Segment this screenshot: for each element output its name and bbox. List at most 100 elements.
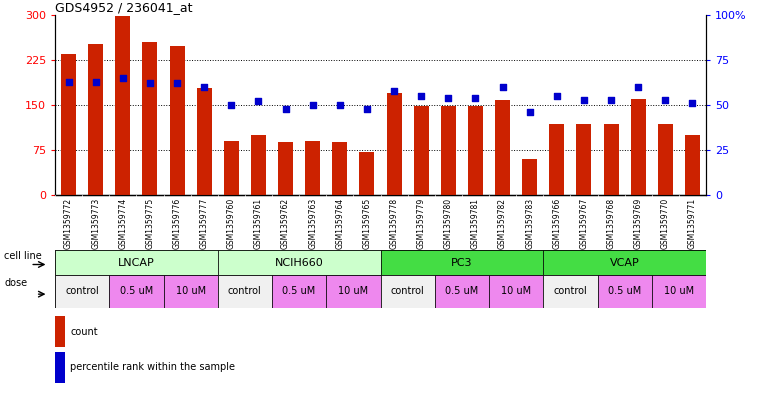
Bar bbox=[495, 100, 510, 195]
Bar bbox=[359, 152, 374, 195]
Bar bbox=[380, 250, 543, 275]
Point bbox=[307, 102, 319, 108]
Bar bbox=[597, 275, 651, 308]
Text: GSM1359760: GSM1359760 bbox=[227, 198, 236, 249]
Text: 10 uM: 10 uM bbox=[501, 286, 531, 296]
Bar bbox=[55, 316, 65, 347]
Point bbox=[62, 79, 75, 85]
Text: GSM1359769: GSM1359769 bbox=[634, 198, 643, 249]
Bar bbox=[577, 124, 591, 195]
Text: 10 uM: 10 uM bbox=[339, 286, 368, 296]
Bar bbox=[278, 142, 293, 195]
Text: GSM1359770: GSM1359770 bbox=[661, 198, 670, 249]
Text: control: control bbox=[65, 286, 99, 296]
Bar bbox=[224, 141, 239, 195]
Bar bbox=[116, 16, 130, 195]
Text: GSM1359780: GSM1359780 bbox=[444, 198, 453, 249]
Bar bbox=[170, 46, 184, 195]
Text: GSM1359772: GSM1359772 bbox=[64, 198, 73, 249]
Text: 0.5 uM: 0.5 uM bbox=[608, 286, 642, 296]
Bar bbox=[435, 275, 489, 308]
Bar bbox=[414, 106, 428, 195]
Text: GSM1359771: GSM1359771 bbox=[688, 198, 697, 249]
Text: GSM1359777: GSM1359777 bbox=[199, 198, 209, 249]
Text: GSM1359783: GSM1359783 bbox=[525, 198, 534, 249]
Text: GSM1359768: GSM1359768 bbox=[607, 198, 616, 249]
Text: GSM1359778: GSM1359778 bbox=[390, 198, 399, 249]
Text: PC3: PC3 bbox=[451, 257, 473, 268]
Text: dose: dose bbox=[5, 278, 27, 288]
Bar bbox=[55, 275, 110, 308]
Bar bbox=[489, 275, 543, 308]
Point bbox=[415, 93, 427, 99]
Point bbox=[253, 98, 265, 105]
Bar bbox=[218, 250, 380, 275]
Point bbox=[198, 84, 210, 90]
Text: GSM1359779: GSM1359779 bbox=[417, 198, 425, 249]
Text: NCIH660: NCIH660 bbox=[275, 257, 323, 268]
Bar bbox=[651, 275, 706, 308]
Text: GSM1359765: GSM1359765 bbox=[362, 198, 371, 249]
Bar bbox=[468, 106, 483, 195]
Bar bbox=[305, 141, 320, 195]
Text: control: control bbox=[228, 286, 262, 296]
Point bbox=[361, 105, 373, 112]
Text: GSM1359762: GSM1359762 bbox=[281, 198, 290, 249]
Text: LNCAP: LNCAP bbox=[118, 257, 154, 268]
Bar bbox=[380, 275, 435, 308]
Bar bbox=[142, 42, 158, 195]
Point bbox=[90, 79, 102, 85]
Text: cell line: cell line bbox=[5, 251, 42, 261]
Bar bbox=[55, 352, 65, 382]
Bar bbox=[522, 159, 537, 195]
Text: 10 uM: 10 uM bbox=[664, 286, 694, 296]
Text: count: count bbox=[70, 327, 98, 336]
Text: GSM1359764: GSM1359764 bbox=[336, 198, 344, 249]
Point bbox=[225, 102, 237, 108]
Bar bbox=[55, 250, 218, 275]
Bar bbox=[603, 124, 619, 195]
Point bbox=[578, 96, 590, 103]
Text: GSM1359763: GSM1359763 bbox=[308, 198, 317, 249]
Point bbox=[442, 95, 454, 101]
Bar bbox=[326, 275, 380, 308]
Bar bbox=[658, 124, 673, 195]
Point bbox=[686, 100, 699, 107]
Text: VCAP: VCAP bbox=[610, 257, 639, 268]
Bar bbox=[549, 124, 564, 195]
Text: control: control bbox=[553, 286, 587, 296]
Point bbox=[659, 96, 671, 103]
Text: GSM1359766: GSM1359766 bbox=[552, 198, 562, 249]
Text: GSM1359761: GSM1359761 bbox=[254, 198, 263, 249]
Bar bbox=[387, 93, 402, 195]
Bar bbox=[164, 275, 218, 308]
Point bbox=[144, 80, 156, 86]
Text: percentile rank within the sample: percentile rank within the sample bbox=[70, 362, 235, 372]
Bar bbox=[631, 99, 645, 195]
Text: GSM1359774: GSM1359774 bbox=[118, 198, 127, 249]
Bar bbox=[61, 54, 76, 195]
Text: GSM1359782: GSM1359782 bbox=[498, 198, 507, 249]
Text: control: control bbox=[390, 286, 425, 296]
Bar bbox=[218, 275, 272, 308]
Point bbox=[116, 75, 129, 81]
Point bbox=[334, 102, 346, 108]
Text: 0.5 uM: 0.5 uM bbox=[282, 286, 316, 296]
Text: GSM1359775: GSM1359775 bbox=[145, 198, 154, 249]
Text: GSM1359767: GSM1359767 bbox=[579, 198, 588, 249]
Bar bbox=[333, 142, 347, 195]
Bar bbox=[543, 250, 706, 275]
Text: GSM1359776: GSM1359776 bbox=[173, 198, 182, 249]
Point bbox=[632, 84, 645, 90]
Point bbox=[524, 109, 536, 115]
Bar bbox=[685, 135, 700, 195]
Bar bbox=[543, 275, 597, 308]
Bar bbox=[272, 275, 326, 308]
Text: 0.5 uM: 0.5 uM bbox=[119, 286, 153, 296]
Bar bbox=[251, 135, 266, 195]
Bar bbox=[110, 275, 164, 308]
Text: 0.5 uM: 0.5 uM bbox=[445, 286, 479, 296]
Point bbox=[470, 95, 482, 101]
Text: GSM1359773: GSM1359773 bbox=[91, 198, 100, 249]
Point bbox=[171, 80, 183, 86]
